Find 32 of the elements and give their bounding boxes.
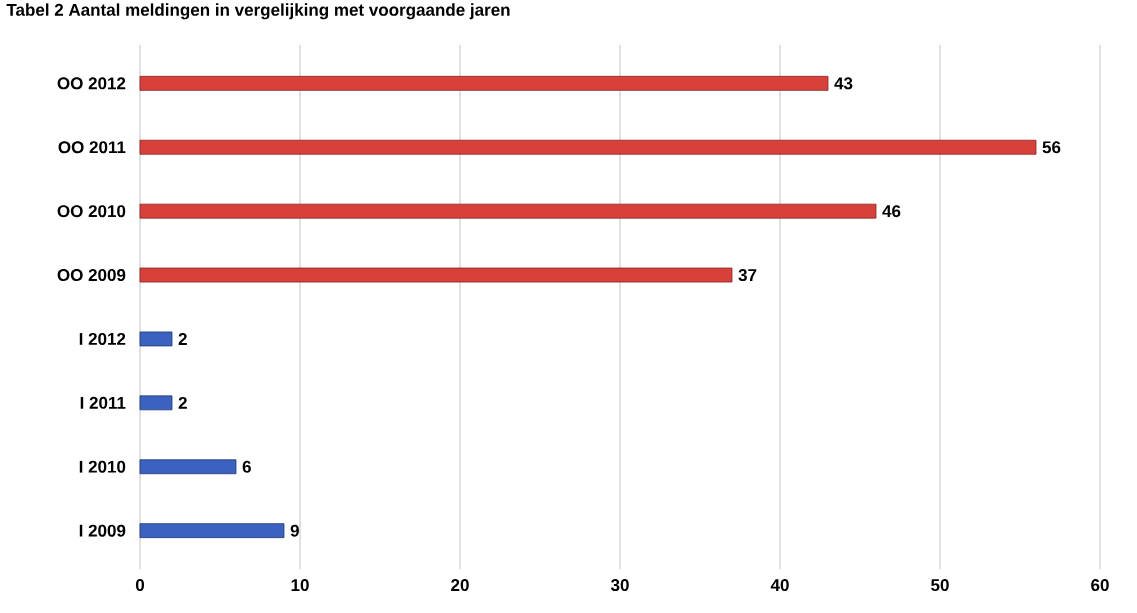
y-tick-label: I 2010: [79, 460, 126, 473]
bar: [139, 331, 173, 347]
y-tick-label: OO 2011: [58, 141, 126, 154]
bar: [139, 459, 237, 475]
bar: [139, 523, 285, 539]
data-label: 43: [834, 77, 853, 90]
x-tick-label: 0: [135, 579, 145, 592]
x-tick-label: 60: [1091, 579, 1109, 592]
y-tick-label: I 2011: [80, 396, 126, 409]
bar: [139, 203, 877, 219]
chart-title: Tabel 2 Aantal meldingen in vergelijking met voorgaande jaren: [6, 3, 510, 20]
data-label: 2: [178, 396, 187, 409]
x-tick-label: 20: [451, 579, 469, 592]
data-label: 56: [1042, 141, 1061, 154]
y-tick-label: I 2012: [79, 332, 126, 345]
bar: [139, 267, 733, 283]
data-label: 46: [882, 205, 901, 218]
x-tick-label: 50: [931, 579, 949, 592]
bar: [139, 139, 1037, 155]
x-tick-label: 10: [291, 579, 309, 592]
y-tick-label: OO 2009: [57, 269, 126, 282]
x-tick-label: 40: [770, 579, 789, 592]
data-label: 2: [178, 333, 187, 345]
x-tick-label: 30: [610, 579, 629, 592]
y-tick-label: OO 2012: [57, 77, 126, 90]
y-tick-label: I 2009: [79, 524, 126, 537]
data-label: 37: [738, 269, 757, 282]
data-label: 6: [242, 460, 251, 473]
data-label: 9: [290, 524, 299, 537]
y-tick-label: OO 2010: [57, 205, 126, 218]
bar: [139, 395, 173, 411]
bar: [139, 75, 829, 91]
